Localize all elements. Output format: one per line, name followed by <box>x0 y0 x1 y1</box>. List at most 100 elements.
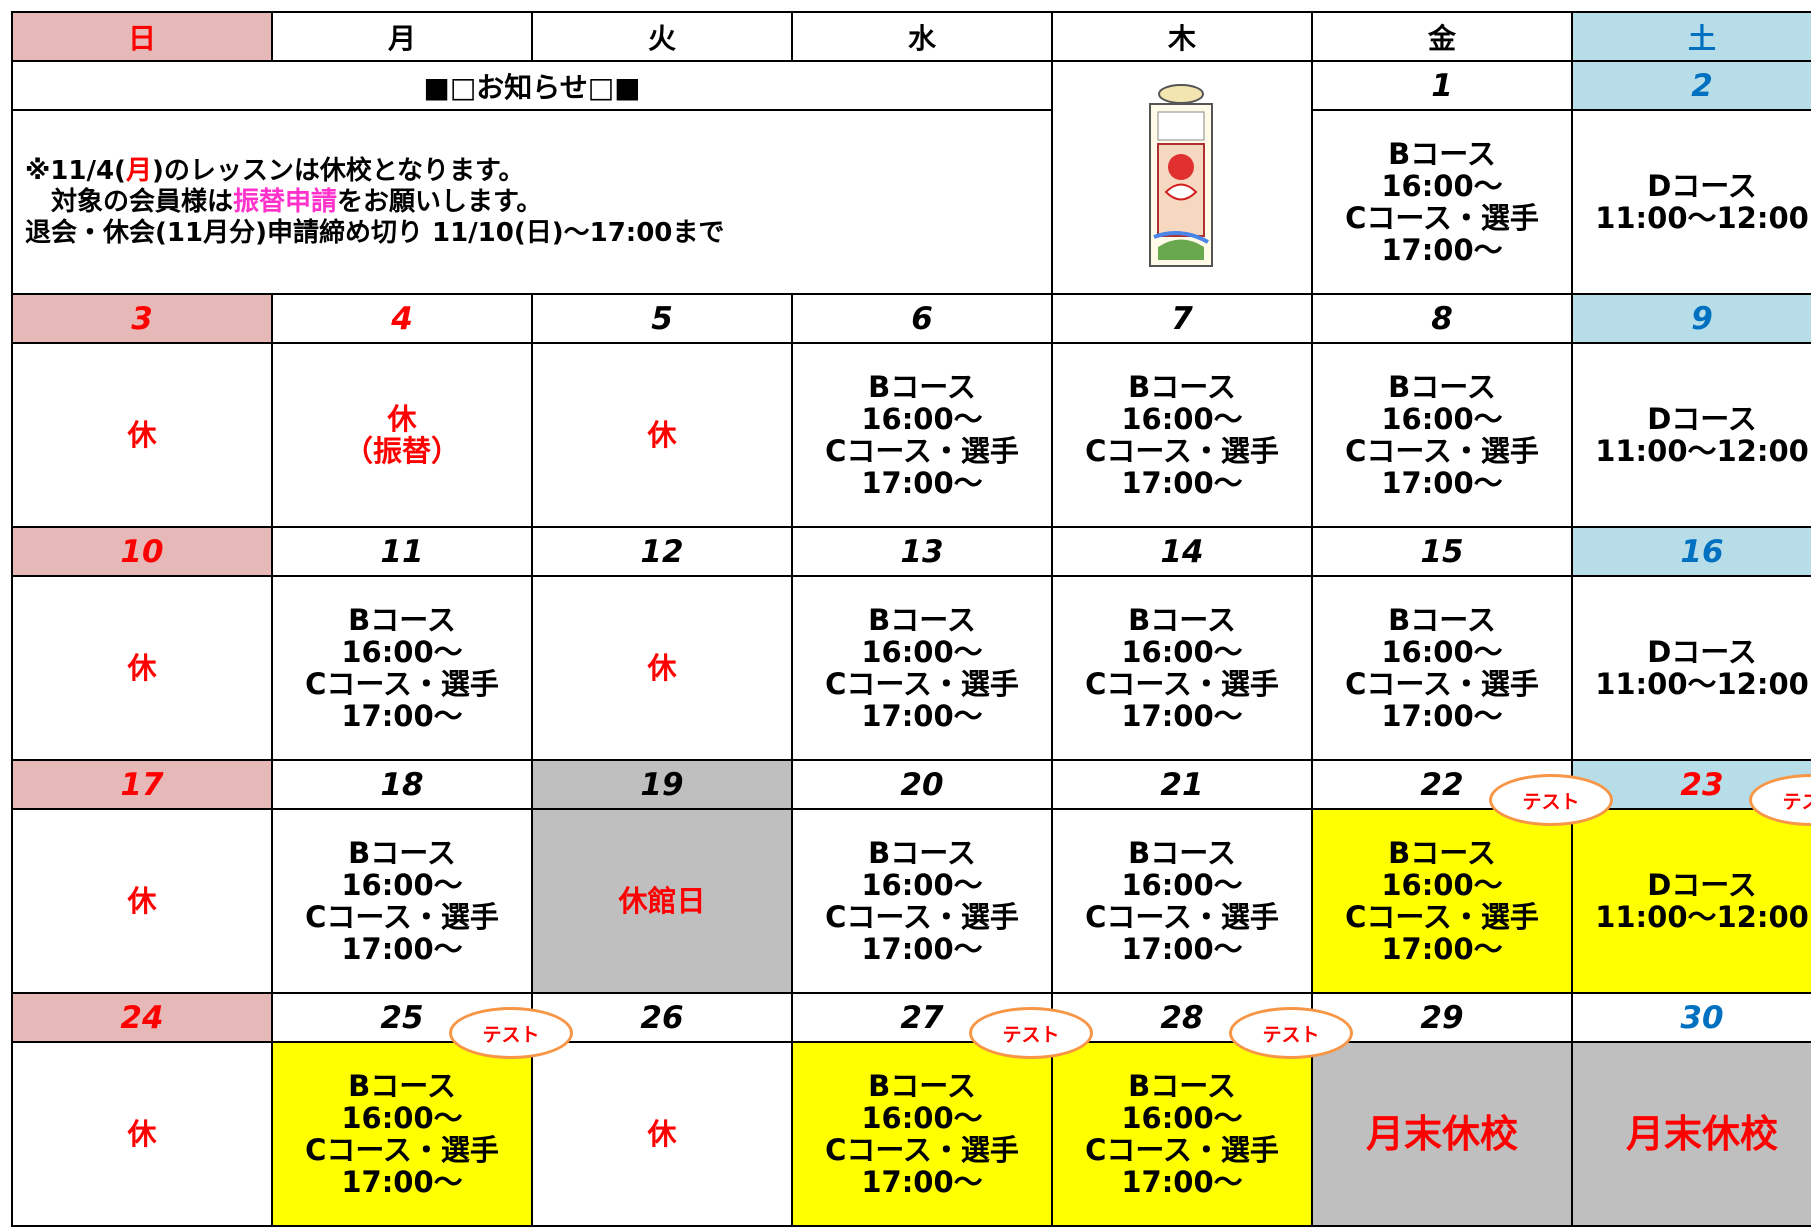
day-number-cell: 7 <box>1051 293 1313 344</box>
schedule-cell: Bコース 16:00～ Cコース・選手 17:00～ <box>1051 575 1313 761</box>
schedule-text: Cコース・選手 <box>825 1133 1019 1167</box>
schedule-cell: 休館日 <box>531 808 793 994</box>
schedule-text: Cコース・選手 <box>1085 667 1279 701</box>
weekday-label: 火 <box>647 21 676 55</box>
schedule-text: Bコース <box>868 836 976 870</box>
schedule-text: 17:00～ <box>341 1165 463 1199</box>
schedule-cell: 休 <box>11 575 273 761</box>
schedule-text: 16:00～ <box>861 402 983 436</box>
schedule-cell: Dコース 11:00～12:00 <box>1571 342 1811 528</box>
day-number: 12 <box>640 533 684 570</box>
schedule-text: 17:00～ <box>1121 466 1243 500</box>
schedule-cell: 休 <box>11 1041 273 1227</box>
day-number: 10 <box>120 533 164 570</box>
schedule-text: 17:00～ <box>1381 466 1503 500</box>
day-number: 28 <box>1160 999 1204 1036</box>
schedule-text: Cコース・選手 <box>305 1133 499 1167</box>
notice-title: ■□お知らせ□■ <box>11 60 1053 111</box>
weekday-label: 日 <box>127 21 156 55</box>
schedule-text: Bコース <box>1128 370 1236 404</box>
day-number-cell: 5 <box>531 293 793 344</box>
schedule-text: 休 <box>127 1117 157 1151</box>
day-number-cell: 10 <box>11 526 273 577</box>
day-number: 24 <box>120 999 164 1036</box>
schedule-text: Cコース・選手 <box>1345 201 1539 235</box>
day-number-cell: 3 <box>11 293 273 344</box>
day-number: 5 <box>651 300 673 337</box>
weekday-header: 月 <box>271 11 533 62</box>
schedule-text: 16:00～ <box>341 868 463 902</box>
notice-text: 退会・休会(11月分)申請締め切り 11/10(日)～17:00まで <box>25 217 725 248</box>
schedule-cell: Bコース 16:00～ Cコース・選手 17:00～ <box>1051 342 1313 528</box>
day-number-cell: 20 <box>791 759 1053 810</box>
schedule-text: Bコース <box>868 370 976 404</box>
schedule-text: Cコース・選手 <box>1345 667 1539 701</box>
schedule-cell: 休 <box>531 1041 793 1227</box>
notice-line: ※11/4(月)のレッスンは休校となります。 <box>25 156 524 187</box>
schedule-text: 休 <box>647 418 677 452</box>
notice-text: )のレッスンは休校となります。 <box>151 155 525 186</box>
day-number: 11 <box>380 533 424 570</box>
day-number-cell: 6 <box>791 293 1053 344</box>
day-number: 13 <box>900 533 944 570</box>
schedule-text: Bコース <box>868 1069 976 1103</box>
schedule-text: Bコース <box>1388 836 1496 870</box>
schedule-text: 17:00～ <box>1121 1165 1243 1199</box>
schedule-text: Bコース <box>1128 603 1236 637</box>
schedule-cell: Bコース 16:00～ Cコース・選手 17:00～ <box>271 1041 533 1227</box>
schedule-text: 11:00～12:00 <box>1595 434 1809 468</box>
schedule-text: 月末休校 <box>1625 1112 1778 1156</box>
day-number-cell: 15 <box>1311 526 1573 577</box>
day-number-cell: 4 <box>271 293 533 344</box>
notice-line: 対象の会員様は振替申請をお願いします。 <box>25 187 542 218</box>
schedule-text: 16:00～ <box>1121 868 1243 902</box>
schedule-text: Dコース <box>1647 635 1757 669</box>
schedule-text: Cコース・選手 <box>825 667 1019 701</box>
day-number-cell: 16 <box>1571 526 1811 577</box>
schedule-cell: Bコース 16:00～ Cコース・選手 17:00～ <box>791 808 1053 994</box>
weekday-header: 水 <box>791 11 1053 62</box>
schedule-text: 17:00～ <box>861 1165 983 1199</box>
schedule-text: 休 <box>387 402 417 436</box>
schedule-text: 16:00～ <box>1121 635 1243 669</box>
schedule-text: 休 <box>647 1117 677 1151</box>
schedule-text: Bコース <box>1388 370 1496 404</box>
day-number-cell: 17 <box>11 759 273 810</box>
day-number: 4 <box>391 300 413 337</box>
schedule-cell: 休 <box>11 342 273 528</box>
notice-line: 退会・休会(11月分)申請締め切り 11/10(日)～17:00まで <box>25 218 724 249</box>
schedule-text: 16:00～ <box>861 635 983 669</box>
schedule-text: Bコース <box>348 1069 456 1103</box>
schedule-cell: 休（振替） <box>271 342 533 528</box>
day-number: 25 <box>380 999 424 1036</box>
schedule-text: 17:00～ <box>861 932 983 966</box>
day-number: 16 <box>1680 533 1724 570</box>
schedule-text: Cコース・選手 <box>1085 900 1279 934</box>
day-number-cell: 19 <box>531 759 793 810</box>
weekday-label: 土 <box>1687 21 1716 55</box>
schedule-text: Cコース・選手 <box>825 434 1019 468</box>
day-number-cell: 14 <box>1051 526 1313 577</box>
schedule-text: Bコース <box>348 603 456 637</box>
schedule-text: 16:00～ <box>1381 868 1503 902</box>
day-number: 27 <box>900 999 944 1036</box>
schedule-text: 16:00～ <box>861 1101 983 1135</box>
day-number: 21 <box>1160 766 1204 803</box>
schedule-cell: Bコース 16:00～ Cコース・選手 17:00～ <box>791 342 1053 528</box>
day-number-cell: 11 <box>271 526 533 577</box>
day-number: 19 <box>640 766 684 803</box>
schedule-text: Bコース <box>1388 137 1496 171</box>
schedule-text: Cコース・選手 <box>305 667 499 701</box>
notice-text: 振替申請 <box>233 186 338 217</box>
schedule-cell: Dコース 11:00～12:00 <box>1571 575 1811 761</box>
day-number-cell: 30 <box>1571 992 1811 1043</box>
schedule-text: 17:00～ <box>861 466 983 500</box>
schedule-cell: 月末休校 <box>1571 1041 1811 1227</box>
schedule-text: 16:00～ <box>861 868 983 902</box>
schedule-text: Bコース <box>348 836 456 870</box>
schedule-text: （振替） <box>343 434 460 468</box>
day-number: 15 <box>1420 533 1464 570</box>
test-badge: テスト <box>1229 1007 1353 1059</box>
test-badge: テスト <box>969 1007 1093 1059</box>
